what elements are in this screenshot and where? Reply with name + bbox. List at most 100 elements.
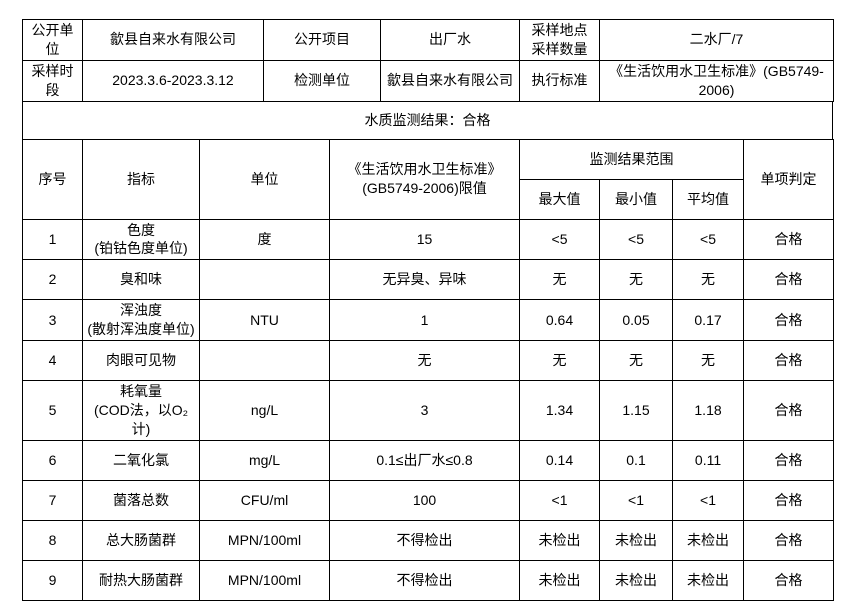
row-avg: 无 <box>671 259 745 301</box>
row-limit: 0.1≤出厂水≤0.8 <box>329 439 520 481</box>
testing-unit-value: 歙县自来水有限公司 <box>380 59 520 102</box>
row-indicator: 耐热大肠菌群 <box>82 559 200 601</box>
row-no: 5 <box>22 380 83 441</box>
row-max: <1 <box>519 479 600 521</box>
result-banner-table: 水质监测结果：合格 <box>22 100 833 140</box>
testing-unit-label: 检测单位 <box>263 59 381 102</box>
row-no: 9 <box>22 559 83 601</box>
row-min: 0.1 <box>599 439 673 481</box>
table-row: 4 肉眼可见物 无 无 无 无 合格 <box>22 340 835 382</box>
col-header-indicator: 指标 <box>82 138 200 220</box>
sampling-site-count-label: 采样地点 采样数量 <box>519 19 600 61</box>
row-judgment: 合格 <box>743 299 835 342</box>
water-quality-report: 公开单位 歙县自来水有限公司 公开项目 出厂水 采样地点 采样数量 二水厂/7 … <box>22 19 835 601</box>
standard-value: 《生活饮用水卫生标准》(GB5749-2006) <box>599 59 834 102</box>
row-indicator: 肉眼可见物 <box>82 340 200 382</box>
sampling-period-label: 采样时段 <box>22 59 83 102</box>
row-indicator: 菌落总数 <box>82 479 200 521</box>
info-row-1: 公开单位 歙县自来水有限公司 公开项目 出厂水 采样地点 采样数量 二水厂/7 <box>22 19 834 61</box>
header-row-top: 序号 指标 单位 《生活饮用水卫生标准》 (GB5749-2006)限值 监测结… <box>22 138 835 220</box>
row-no: 7 <box>22 479 83 521</box>
col-header-no: 序号 <box>22 138 83 220</box>
row-judgment: 合格 <box>743 218 835 261</box>
row-limit: 无异臭、异味 <box>329 259 520 301</box>
table-row: 8 总大肠菌群 MPN/100ml 不得检出 未检出 未检出 未检出 合格 <box>22 519 835 561</box>
public-item-label: 公开项目 <box>263 19 381 61</box>
row-min: 无 <box>599 259 673 301</box>
row-min: 0.05 <box>599 299 673 342</box>
row-unit <box>199 259 330 301</box>
table-row: 7 菌落总数 CFU/ml 100 <1 <1 <1 合格 <box>22 479 835 521</box>
row-indicator: 耗氧量 (COD法，以O₂计) <box>82 380 200 441</box>
row-judgment: 合格 <box>743 439 835 481</box>
row-limit: 无 <box>329 340 520 382</box>
row-no: 1 <box>22 218 83 261</box>
table-row: 9 耐热大肠菌群 MPN/100ml 不得检出 未检出 未检出 未检出 合格 <box>22 559 835 601</box>
row-judgment: 合格 <box>743 479 835 521</box>
info-row-2: 采样时段 2023.3.6-2023.3.12 检测单位 歙县自来水有限公司 执… <box>22 59 834 102</box>
row-limit: 1 <box>329 299 520 342</box>
sampling-site-count-value: 二水厂/7 <box>599 19 834 61</box>
row-limit: 15 <box>329 218 520 261</box>
col-header-unit: 单位 <box>199 138 330 220</box>
public-unit-label: 公开单位 <box>22 19 83 61</box>
row-judgment: 合格 <box>743 380 835 441</box>
row-max: 0.14 <box>519 439 600 481</box>
table-row: 2 臭和味 无异臭、异味 无 无 无 合格 <box>22 259 835 301</box>
result-banner: 水质监测结果：合格 <box>22 100 833 140</box>
row-avg: <5 <box>671 218 745 261</box>
col-header-max: 最大值 <box>519 178 600 220</box>
public-unit-value: 歙县自来水有限公司 <box>82 19 264 61</box>
row-no: 2 <box>22 259 83 301</box>
row-no: 8 <box>22 519 83 561</box>
row-max: <5 <box>519 218 600 261</box>
col-header-avg: 平均值 <box>671 178 745 220</box>
row-indicator: 浑浊度 (散射浑浊度单位) <box>82 299 200 342</box>
row-limit: 不得检出 <box>329 519 520 561</box>
standard-label: 执行标准 <box>519 59 600 102</box>
row-no: 6 <box>22 439 83 481</box>
row-judgment: 合格 <box>743 559 835 601</box>
col-header-judgment: 单项判定 <box>743 138 835 220</box>
row-min: <5 <box>599 218 673 261</box>
row-avg: 0.17 <box>671 299 745 342</box>
row-unit: NTU <box>199 299 330 342</box>
row-avg: <1 <box>671 479 745 521</box>
row-max: 0.64 <box>519 299 600 342</box>
row-judgment: 合格 <box>743 519 835 561</box>
row-avg: 未检出 <box>671 519 745 561</box>
row-unit: ng/L <box>199 380 330 441</box>
row-unit: mg/L <box>199 439 330 481</box>
row-unit <box>199 340 330 382</box>
row-indicator: 二氧化氯 <box>82 439 200 481</box>
row-limit: 100 <box>329 479 520 521</box>
header-row-sub: 最大值 最小值 平均值 <box>23 178 834 220</box>
row-min: 无 <box>599 340 673 382</box>
row-no: 3 <box>22 299 83 342</box>
row-unit: MPN/100ml <box>199 519 330 561</box>
row-max: 无 <box>519 340 600 382</box>
row-max: 未检出 <box>519 559 600 601</box>
sampling-period-value: 2023.3.6-2023.3.12 <box>82 59 264 102</box>
col-header-min: 最小值 <box>599 178 673 220</box>
row-indicator: 臭和味 <box>82 259 200 301</box>
row-max: 1.34 <box>519 380 600 441</box>
monitoring-results-table: 序号 指标 单位 《生活饮用水卫生标准》 (GB5749-2006)限值 监测结… <box>22 138 835 601</box>
row-avg: 无 <box>671 340 745 382</box>
row-min: 未检出 <box>599 559 673 601</box>
table-row: 6 二氧化氯 mg/L 0.1≤出厂水≤0.8 0.14 0.1 0.11 合格 <box>22 439 835 481</box>
row-max: 未检出 <box>519 519 600 561</box>
row-min: 1.15 <box>599 380 673 441</box>
col-header-range: 监测结果范围 <box>518 138 745 180</box>
row-min: <1 <box>599 479 673 521</box>
row-unit: CFU/ml <box>199 479 330 521</box>
col-header-limit: 《生活饮用水卫生标准》 (GB5749-2006)限值 <box>329 138 520 220</box>
row-indicator: 色度 (铂钴色度单位) <box>82 218 200 261</box>
row-min: 未检出 <box>599 519 673 561</box>
public-item-value: 出厂水 <box>380 19 520 61</box>
row-avg: 0.11 <box>671 439 745 481</box>
row-unit: 度 <box>199 218 330 261</box>
row-avg: 1.18 <box>671 380 745 441</box>
row-judgment: 合格 <box>743 259 835 301</box>
table-row: 1 色度 (铂钴色度单位) 度 15 <5 <5 <5 合格 <box>22 218 835 261</box>
